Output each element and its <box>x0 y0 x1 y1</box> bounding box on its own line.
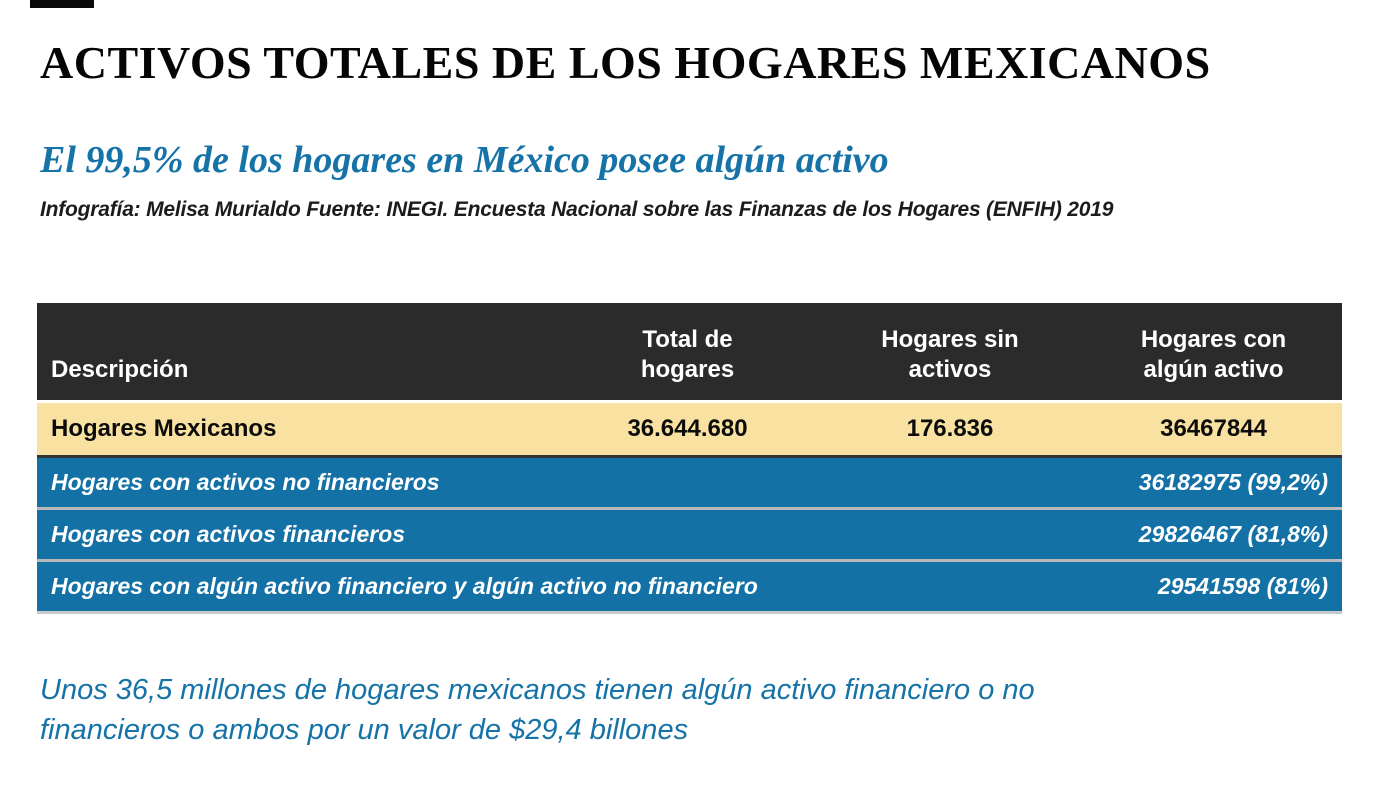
table-header-row: Descripción Total de hogares Hogares sin… <box>37 303 1342 400</box>
row-value: 36182975 (99,2%) <box>1138 469 1328 495</box>
row-label: Hogares Mexicanos <box>51 415 277 442</box>
cell-total-de-hogares: 36.644.680 <box>627 415 748 442</box>
column-header-label: Hogares sin activos <box>881 326 1019 383</box>
table-row-ambos-activos: Hogares con algún activo financiero y al… <box>37 559 1342 614</box>
table-row-hogares-mexicanos: Hogares Mexicanos 36.644.680 176.836 364… <box>37 403 1342 458</box>
column-header-hogares-sin-activos: Hogares sin activos <box>815 303 1085 400</box>
credits-line: Infografía: Melisa Murialdo Fuente: INEG… <box>40 198 1114 221</box>
row-value: 29826467 (81,8%) <box>1138 521 1328 547</box>
table-row-activos-no-financieros: Hogares con activos no financieros 36182… <box>37 458 1342 507</box>
row-value: 29541598 (81%) <box>1157 573 1328 599</box>
row-label: Hogares con algún activo financiero y al… <box>51 573 758 599</box>
page-subtitle: El 99,5% de los hogares en México posee … <box>40 139 889 181</box>
row-label: Hogares con activos no financieros <box>51 469 440 495</box>
cell-hogares-con-algun-activo: 36467844 <box>1160 415 1267 442</box>
column-header-descripcion: Descripción <box>37 303 560 400</box>
column-header-label: Hogares con algún activo <box>1140 326 1287 383</box>
assets-table: Descripción Total de hogares Hogares sin… <box>37 303 1342 614</box>
top-left-mark <box>30 0 94 8</box>
column-header-label: Total de hogares <box>640 326 735 383</box>
column-header-hogares-con-algun-activo: Hogares con algún activo <box>1085 303 1342 400</box>
column-header-label: Descripción <box>51 356 189 383</box>
row-label: Hogares con activos financieros <box>51 521 406 547</box>
page-title: ACTIVOS TOTALES DE LOS HOGARES MEXICANOS <box>40 37 1211 88</box>
table-row-activos-financieros: Hogares con activos financieros 29826467… <box>37 507 1342 559</box>
footer-note: Unos 36,5 millones de hogares mexicanos … <box>40 674 1035 747</box>
cell-hogares-sin-activos: 176.836 <box>906 415 994 442</box>
column-header-total-de-hogares: Total de hogares <box>560 303 815 400</box>
